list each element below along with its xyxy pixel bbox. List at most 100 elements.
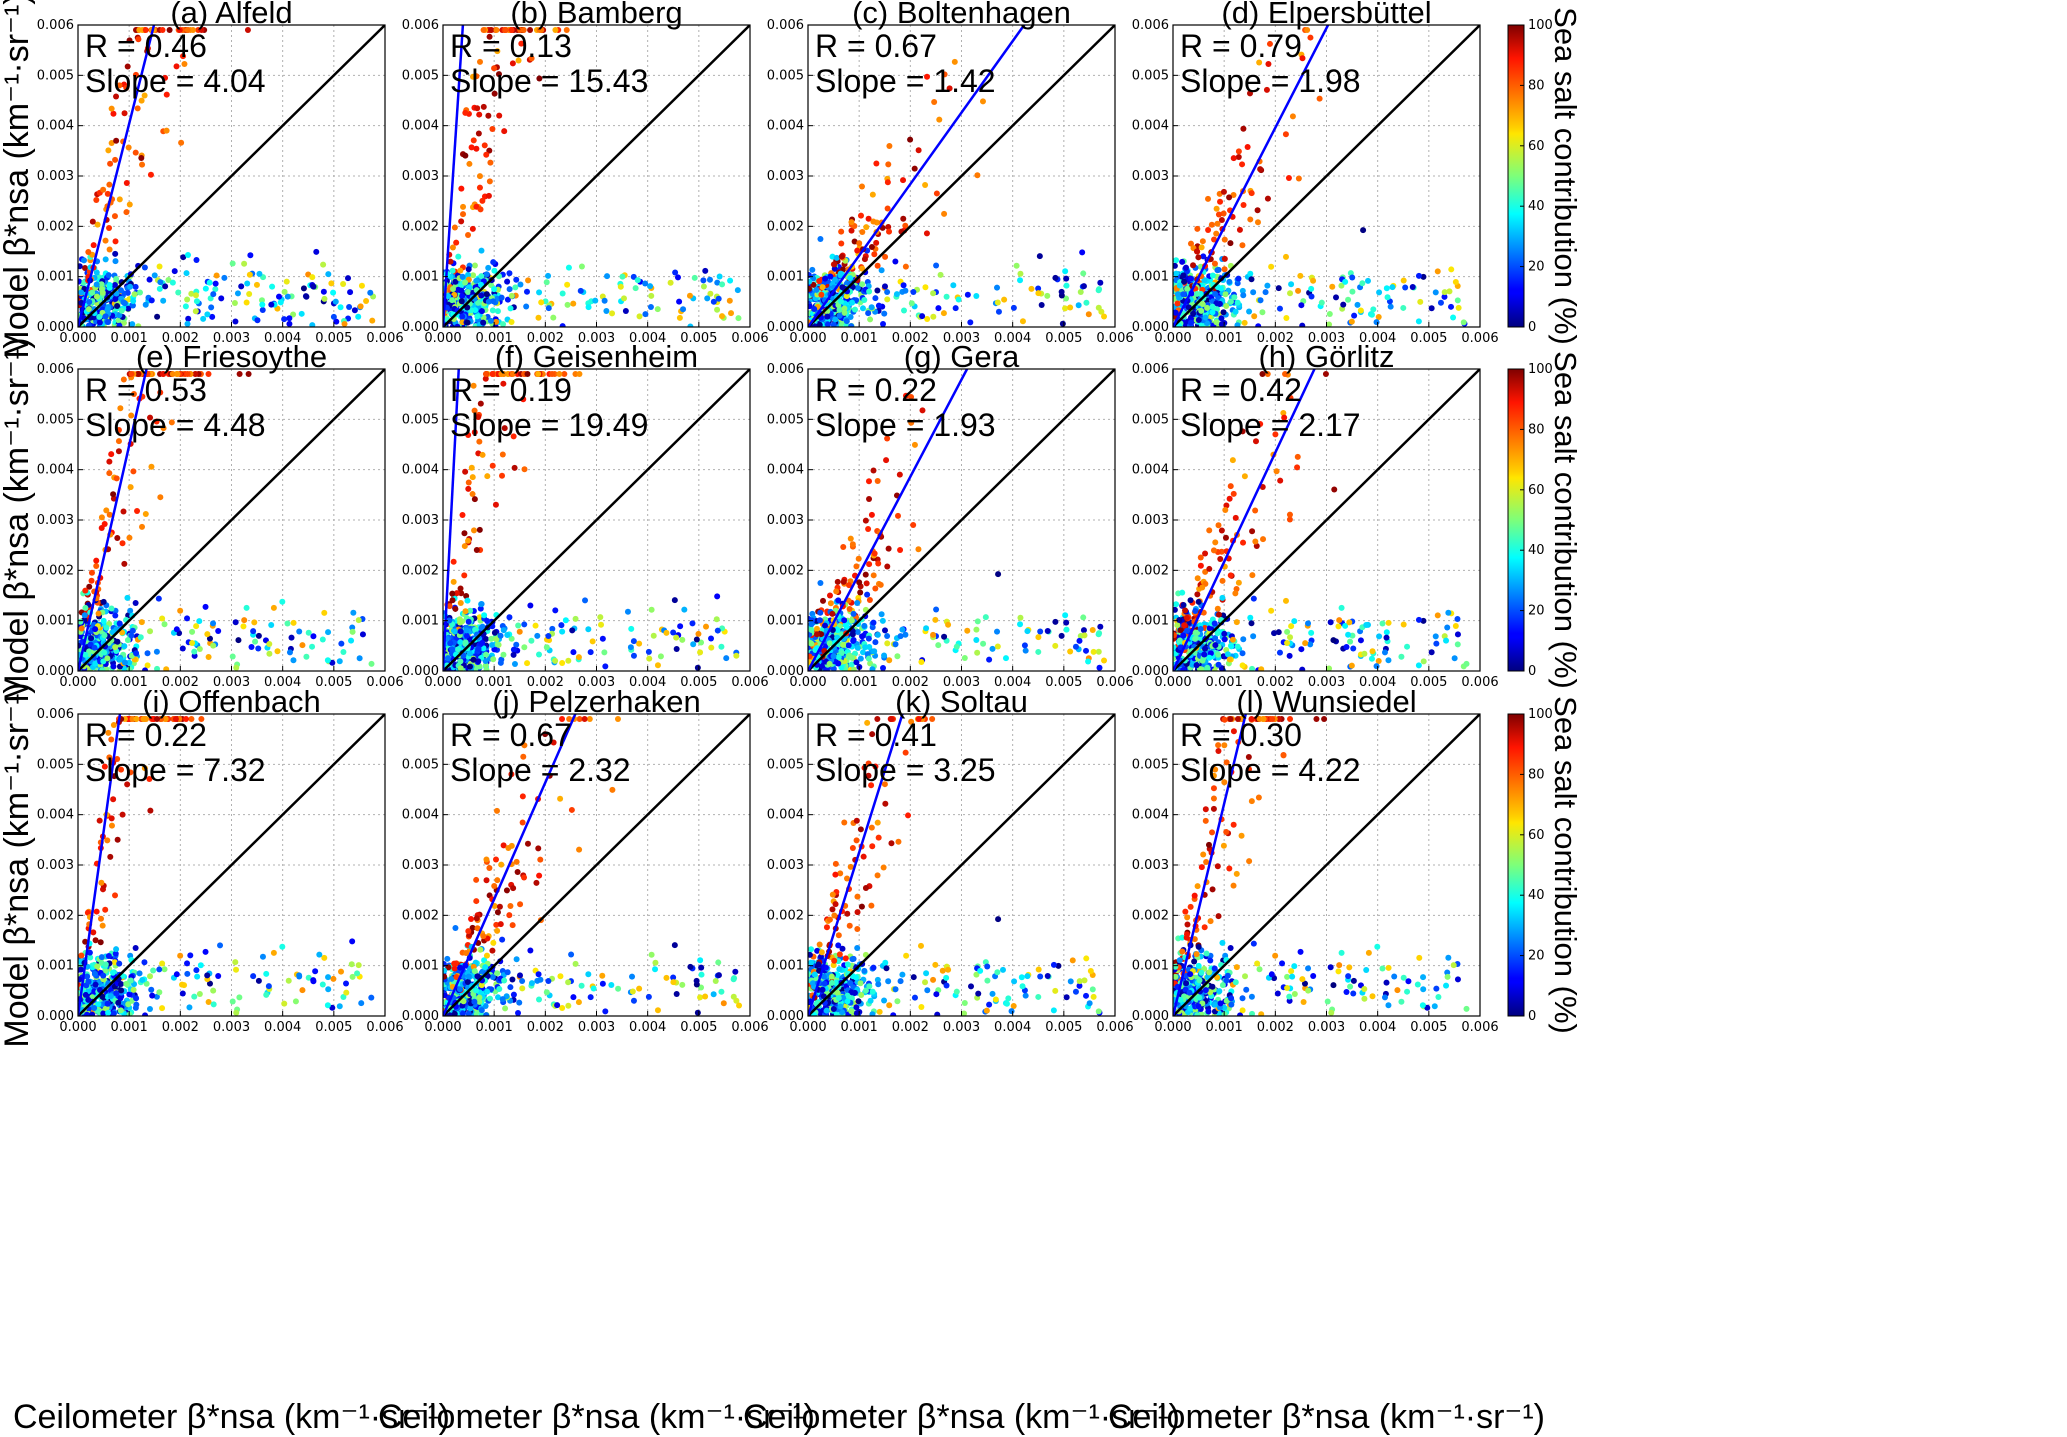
data-point	[1249, 665, 1256, 671]
x-tick-label: 0.005	[1045, 331, 1082, 346]
data-point	[647, 283, 654, 290]
data-point	[1420, 617, 1427, 624]
data-point	[92, 660, 99, 667]
data-point	[482, 375, 489, 382]
data-point	[1205, 195, 1212, 202]
data-point	[296, 628, 303, 635]
data-point	[321, 295, 328, 302]
data-point	[1299, 55, 1306, 62]
data-point	[176, 27, 183, 34]
data-point	[994, 284, 1001, 291]
data-point	[932, 616, 939, 623]
data-point	[877, 581, 884, 588]
data-point	[87, 954, 94, 961]
data-point	[835, 597, 842, 604]
data-point	[284, 620, 291, 627]
data-point	[303, 653, 310, 660]
data-point	[309, 643, 316, 650]
data-point	[100, 598, 107, 605]
data-point	[108, 105, 115, 112]
data-point	[897, 633, 904, 640]
x-tick-label: 0.003	[213, 331, 250, 346]
panel-7: 0.0000.0000.0010.0010.0020.0020.0030.003…	[767, 339, 1134, 690]
data-point	[480, 27, 487, 34]
data-point	[495, 71, 502, 78]
data-point	[229, 998, 236, 1005]
data-point	[141, 765, 148, 772]
x-tick-label: 0.002	[527, 675, 564, 690]
data-point	[478, 281, 485, 288]
data-point	[864, 591, 871, 598]
data-point	[1257, 420, 1264, 427]
data-point	[510, 646, 517, 653]
data-point	[535, 371, 542, 378]
data-point	[951, 58, 958, 65]
data-point	[309, 322, 316, 327]
data-point	[153, 418, 160, 425]
data-point	[112, 644, 119, 651]
data-point	[192, 371, 199, 378]
data-point	[98, 514, 105, 521]
data-point	[126, 659, 133, 666]
data-point	[1219, 577, 1226, 584]
data-point	[1236, 226, 1243, 233]
data-point	[1176, 282, 1183, 289]
data-point	[445, 293, 452, 300]
data-point	[1017, 270, 1024, 277]
data-point	[490, 259, 497, 266]
y-tick-label: 0.005	[767, 412, 804, 427]
data-point	[512, 284, 519, 291]
data-point	[108, 451, 115, 458]
data-point	[368, 660, 375, 667]
data-point	[316, 951, 323, 958]
data-point	[459, 273, 466, 280]
data-point	[1173, 644, 1177, 651]
data-point	[465, 231, 472, 238]
data-point	[852, 650, 859, 657]
data-point	[196, 618, 203, 625]
data-point	[1197, 554, 1204, 561]
data-point	[124, 289, 131, 296]
data-point	[88, 635, 95, 642]
data-point	[174, 371, 181, 378]
data-point	[1247, 216, 1254, 223]
data-point	[861, 256, 868, 263]
data-point	[1090, 648, 1097, 655]
data-point	[1207, 650, 1214, 657]
data-point	[1209, 303, 1216, 310]
data-point	[708, 635, 715, 642]
data-point	[884, 296, 891, 303]
data-point	[840, 641, 847, 648]
data-point	[1173, 606, 1178, 613]
data-point	[474, 313, 481, 320]
x-tick-label: 0.003	[1308, 675, 1345, 690]
data-point	[1228, 643, 1235, 650]
correlation-label: R = 0.19	[450, 372, 572, 408]
regression-line	[1173, 25, 1330, 327]
regression-line	[78, 25, 156, 327]
data-point	[1249, 528, 1256, 535]
data-point	[86, 949, 93, 956]
data-point	[911, 165, 918, 172]
data-point	[348, 637, 355, 644]
data-point	[290, 619, 297, 626]
data-point	[1248, 620, 1255, 627]
data-point	[642, 280, 649, 287]
data-point	[328, 280, 335, 287]
data-point	[1288, 623, 1295, 630]
data-point	[359, 631, 366, 638]
data-point	[127, 283, 134, 290]
data-point	[900, 177, 907, 184]
data-point	[902, 222, 909, 229]
data-point	[123, 179, 130, 186]
data-point	[687, 323, 694, 327]
correlation-label: R = 0.13	[450, 28, 572, 64]
data-point	[940, 310, 947, 317]
data-point	[193, 298, 200, 305]
data-point	[166, 27, 173, 34]
y-tick-label: 0.003	[767, 169, 804, 184]
data-point	[148, 986, 155, 993]
data-point	[465, 432, 472, 439]
x-tick-label: 0.005	[680, 675, 717, 690]
data-point	[1387, 303, 1394, 310]
